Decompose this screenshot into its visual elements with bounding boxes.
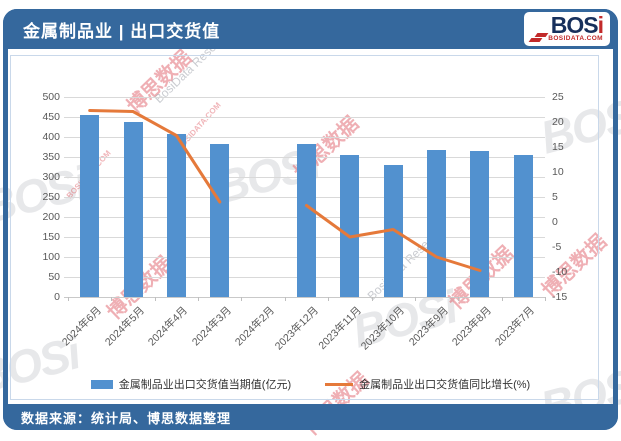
y-axis-right-label: -5 xyxy=(552,241,562,253)
bar xyxy=(427,150,447,297)
legend-item-bar: 金属制品业出口交货值当期值(亿元) xyxy=(90,376,292,392)
y-axis-left-label: 50 xyxy=(48,271,60,283)
bar xyxy=(166,134,186,297)
bosi-logo: BOSi BOSIDATA.COM xyxy=(524,12,610,46)
y-axis-right-label: -10 xyxy=(552,266,568,278)
x-axis-line xyxy=(64,297,545,298)
y-axis-right-label: 15 xyxy=(552,141,564,153)
legend-label: 金属制品业出口交货值同比增长(%) xyxy=(359,379,531,391)
data-source-text: 数据来源：统计局、博思数据整理 xyxy=(21,410,232,426)
footer-bar: 数据来源：统计局、博思数据整理 xyxy=(3,404,618,430)
y-axis-left-label: 400 xyxy=(42,131,60,143)
x-axis-tick xyxy=(154,297,156,301)
x-axis-tick xyxy=(241,297,243,301)
grid-line xyxy=(64,97,545,98)
bar xyxy=(340,155,360,297)
header-bar: 金属制品业 | 出口交货值 BOSi BOSIDATA.COM xyxy=(3,9,618,49)
y-axis-right-label: 10 xyxy=(552,166,564,178)
y-axis-right-label: 5 xyxy=(552,191,558,203)
x-axis-tick xyxy=(458,297,460,301)
x-axis-tick xyxy=(111,297,113,301)
trend-line-segment xyxy=(305,204,482,272)
y-axis-left-label: 300 xyxy=(42,171,60,183)
bar xyxy=(123,122,143,297)
x-axis-tick xyxy=(371,297,373,301)
trend-line xyxy=(88,109,482,272)
bosi-logo-subtext: BOSIDATA.COM xyxy=(548,35,603,43)
logo-stripe-icon xyxy=(534,33,549,37)
page-title: 金属制品业 | 出口交货值 xyxy=(23,21,221,41)
bar xyxy=(297,143,316,297)
y-axis-right-label: 25 xyxy=(552,91,564,103)
chart-panel xyxy=(10,55,599,400)
y-axis-left-label: 150 xyxy=(42,231,60,243)
grid-line xyxy=(64,137,545,138)
y-axis-right-label: 0 xyxy=(552,216,558,228)
x-axis-tick xyxy=(545,297,546,301)
bosi-logo-text: BOSi xyxy=(550,11,604,38)
x-axis-tick xyxy=(328,297,330,301)
y-axis-right-label: 20 xyxy=(552,116,564,128)
y-axis-right-label: -15 xyxy=(552,291,568,303)
grid-line xyxy=(64,117,545,118)
trend-line-segment xyxy=(88,109,222,204)
bar xyxy=(470,151,490,297)
line-series-swatch xyxy=(325,382,354,386)
x-axis-tick xyxy=(198,297,200,301)
y-axis-left-label: 250 xyxy=(42,191,60,203)
x-axis-tick xyxy=(68,297,69,301)
chart-legend: 金属制品业出口交货值当期值(亿元) 金属制品业出口交货值同比增长(%) xyxy=(40,376,581,392)
logo-stripe-icon xyxy=(528,38,543,42)
x-axis-tick xyxy=(284,297,286,301)
y-axis-left-label: 200 xyxy=(42,211,60,223)
y-axis-left-label: 0 xyxy=(54,291,60,303)
x-axis-tick xyxy=(414,297,416,301)
bar xyxy=(80,115,100,297)
y-axis-left-label: 450 xyxy=(42,111,60,123)
legend-label: 金属制品业出口交货值当期值(亿元) xyxy=(118,379,292,391)
legend-item-line: 金属制品业出口交货值同比增长(%) xyxy=(325,376,530,392)
x-axis-tick xyxy=(501,297,503,301)
bar xyxy=(210,144,230,297)
y-axis-left-label: 500 xyxy=(42,91,60,103)
bar xyxy=(513,155,533,297)
bar-series-swatch xyxy=(90,379,113,389)
y-axis-left-label: 350 xyxy=(42,151,60,163)
y-axis-left-label: 100 xyxy=(42,251,60,263)
